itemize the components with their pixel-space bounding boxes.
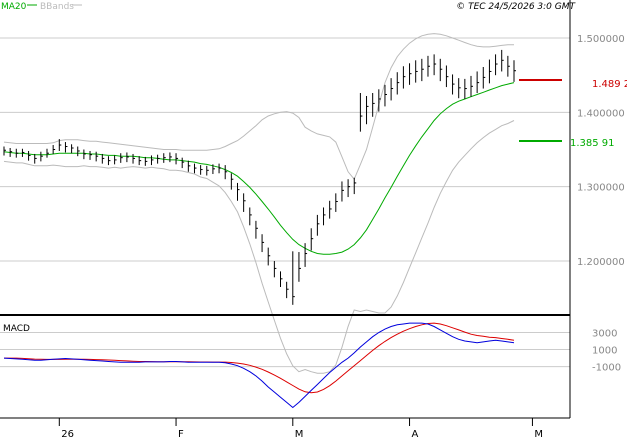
legend-bbands: BBands: [40, 2, 74, 12]
x-tick-label: M: [534, 429, 543, 440]
price-grid: [0, 37, 570, 262]
legend-ma20: MA20: [1, 2, 27, 12]
macd-y-tick-label: -1000: [592, 363, 621, 374]
x-tick-label: F: [178, 429, 184, 440]
bb-upper-line: [3, 33, 514, 181]
x-tick-label: M: [295, 429, 304, 440]
macd-panel-label: MACD: [3, 324, 30, 334]
x-axis: 26FMAMJ: [58, 418, 543, 440]
macd-y-axis: 3000 1000 -1000: [592, 328, 621, 373]
price-bars: [3, 49, 516, 305]
price-y-tick-label: 1.200000: [577, 257, 625, 268]
ma20-path: [3, 82, 515, 255]
copyright-notice: © TEC 24/5/2026 3:0 GMT: [456, 2, 576, 12]
price-y-axis: 1.500000 1.400000 1.300000 1.200000: [577, 34, 625, 268]
price-y-tick-label: 1.300000: [577, 183, 625, 194]
upper-band-value: 1.489 2: [592, 79, 627, 90]
price-y-tick-label: 1.400000: [577, 108, 625, 119]
macd-lines: [3, 322, 515, 409]
macd-y-tick-label: 3000: [592, 328, 617, 339]
x-tick-label: A: [412, 429, 419, 440]
x-tick-label: 26: [61, 429, 74, 440]
price-y-tick-label: 1.500000: [577, 34, 625, 45]
ma20-line: [3, 82, 515, 255]
macd-y-tick-label: 1000: [592, 346, 617, 357]
bb-lower-line: [3, 120, 515, 374]
bollinger-bands: [3, 33, 515, 374]
macd-signal-line: [4, 322, 515, 394]
macd-line: [3, 322, 515, 409]
lower-band-value: 1.385 91: [570, 138, 615, 149]
